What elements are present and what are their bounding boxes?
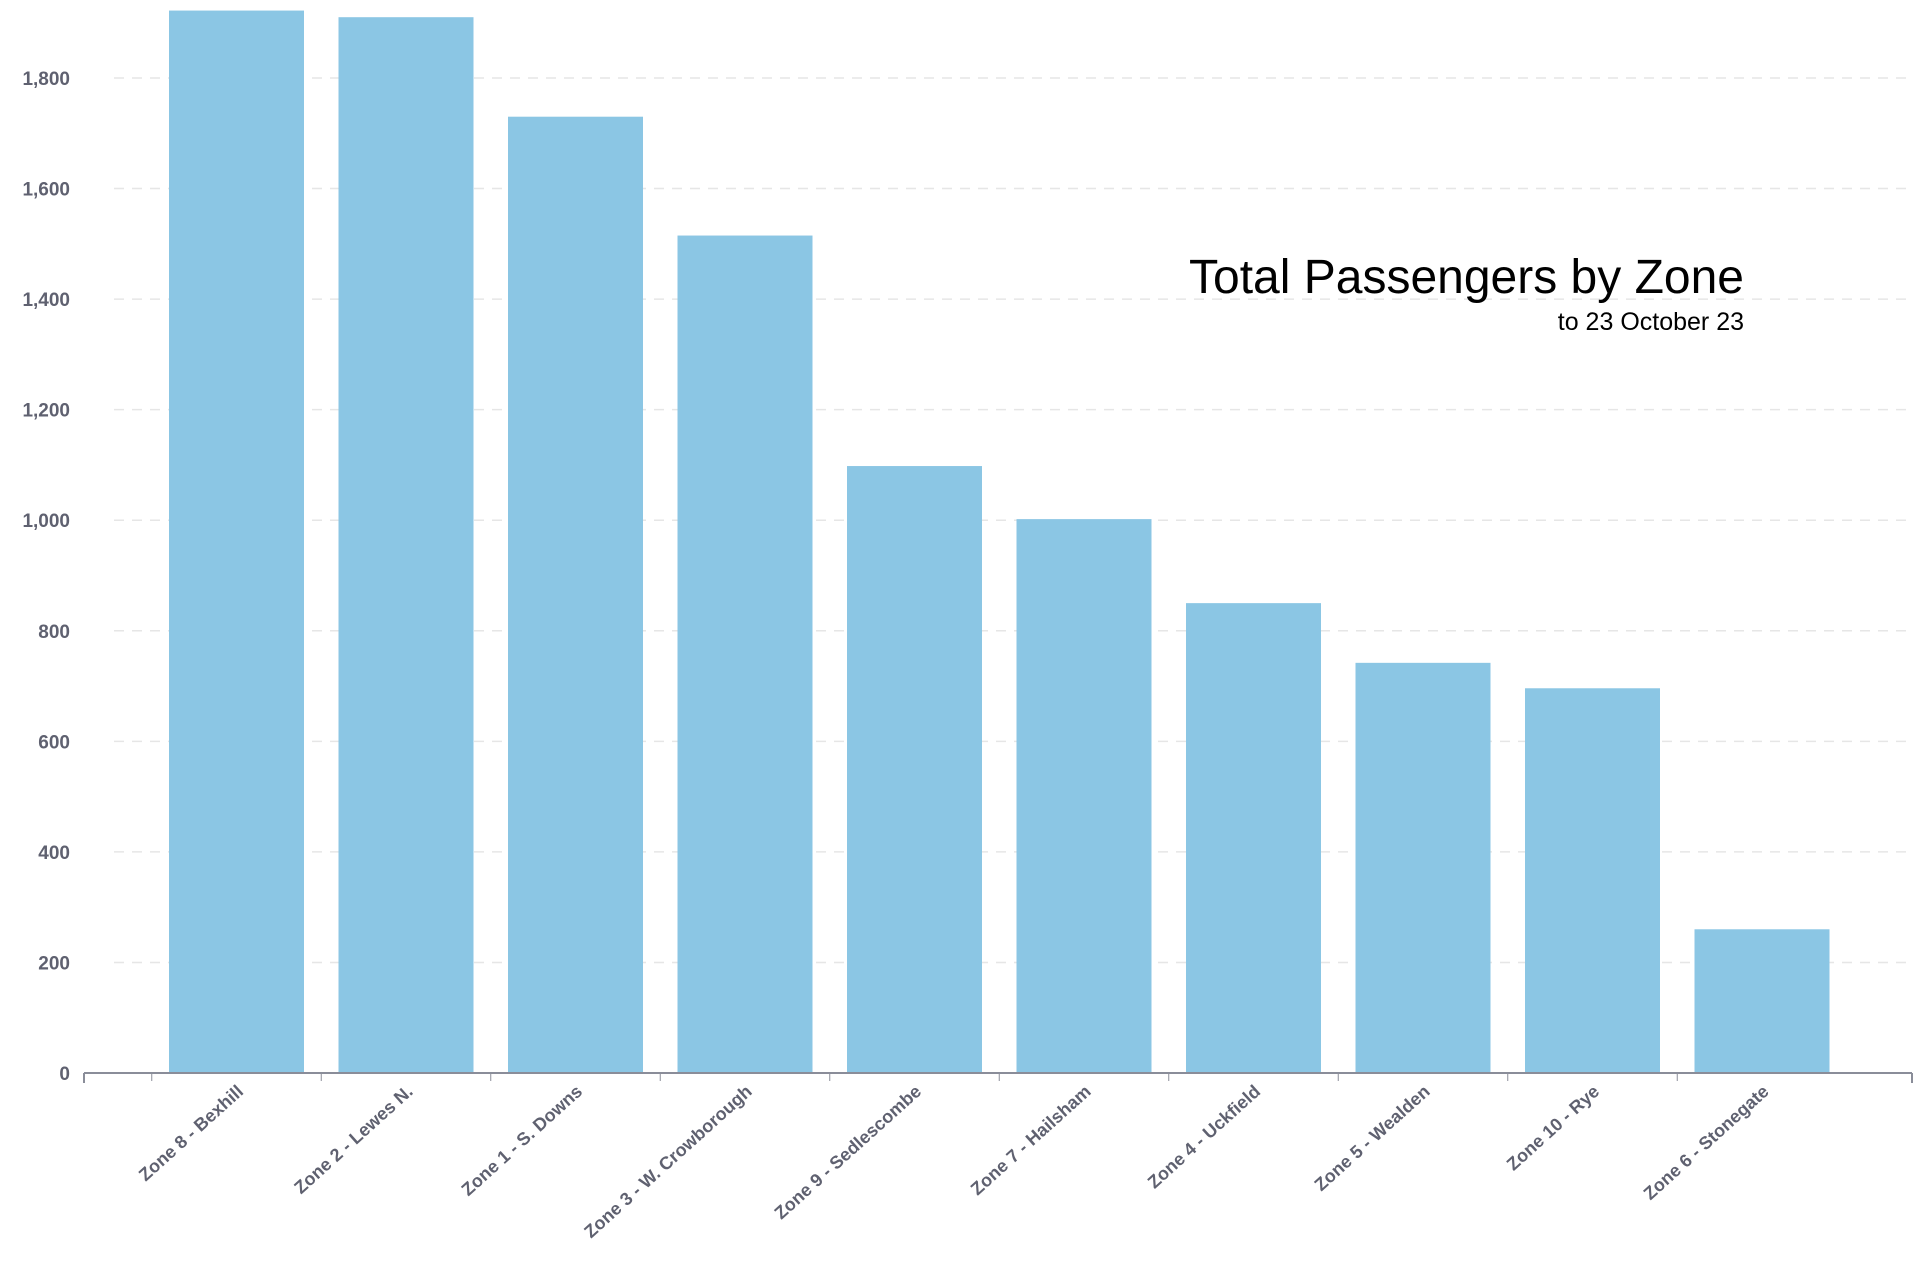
x-tick-label: Zone 4 - Uckfield — [1144, 1081, 1264, 1192]
bar — [1525, 688, 1660, 1073]
bar — [508, 116, 643, 1073]
y-tick-label: 0 — [59, 1064, 70, 1085]
x-tick-label: Zone 3 - W. Crowborough — [580, 1081, 755, 1242]
bar — [1355, 662, 1491, 1073]
title-block: Total Passengers by Zone to 23 October 2… — [1189, 250, 1744, 338]
y-tick-label: 1,600 — [22, 180, 70, 201]
y-tick-label: 800 — [38, 622, 70, 643]
bars — [169, 10, 1830, 1073]
bar — [847, 466, 982, 1073]
x-tick-label: Zone 2 - Lewes N. — [290, 1081, 416, 1198]
bar — [1694, 929, 1830, 1073]
x-tick-label: Zone 5 - Wealden — [1311, 1081, 1434, 1195]
y-tick-label: 600 — [38, 732, 70, 753]
y-tick-label: 400 — [38, 843, 70, 864]
chart-subtitle: to 23 October 23 — [1557, 308, 1744, 336]
x-tick-label: Zone 7 - Hailsham — [967, 1081, 1095, 1199]
y-tick-label: 1,400 — [22, 290, 70, 311]
y-tick-label: 1,000 — [22, 511, 70, 532]
x-tick-label: Zone 1 - S. Downs — [458, 1081, 587, 1200]
x-tick-label: Zone 9 - Sedlescombe — [771, 1081, 926, 1223]
x-tick-label: Zone 6 - Stonegate — [1640, 1081, 1773, 1204]
x-tick-label: Zone 10 - Rye — [1503, 1081, 1603, 1174]
bar — [1016, 519, 1152, 1073]
chart-title: Total Passengers by Zone — [1189, 251, 1744, 304]
y-tick-label: 1,200 — [22, 401, 70, 422]
x-tick-labels: Zone 8 - Bexhill Zone 2 - Lewes N. Zone 1 … — [135, 1081, 1773, 1242]
y-tick-labels: 0 200 400 600 800 1,000 1,200 1,400 1,600 1,800 — [22, 69, 70, 1085]
y-tick-label: 200 — [38, 953, 70, 974]
bar — [338, 17, 474, 1073]
axes — [83, 1072, 1913, 1083]
x-tick-label: Zone 8 - Bexhill — [135, 1081, 247, 1185]
y-tick-label: 1,800 — [22, 69, 70, 90]
bar — [677, 235, 813, 1073]
bar — [169, 10, 304, 1073]
bar — [1186, 603, 1321, 1073]
